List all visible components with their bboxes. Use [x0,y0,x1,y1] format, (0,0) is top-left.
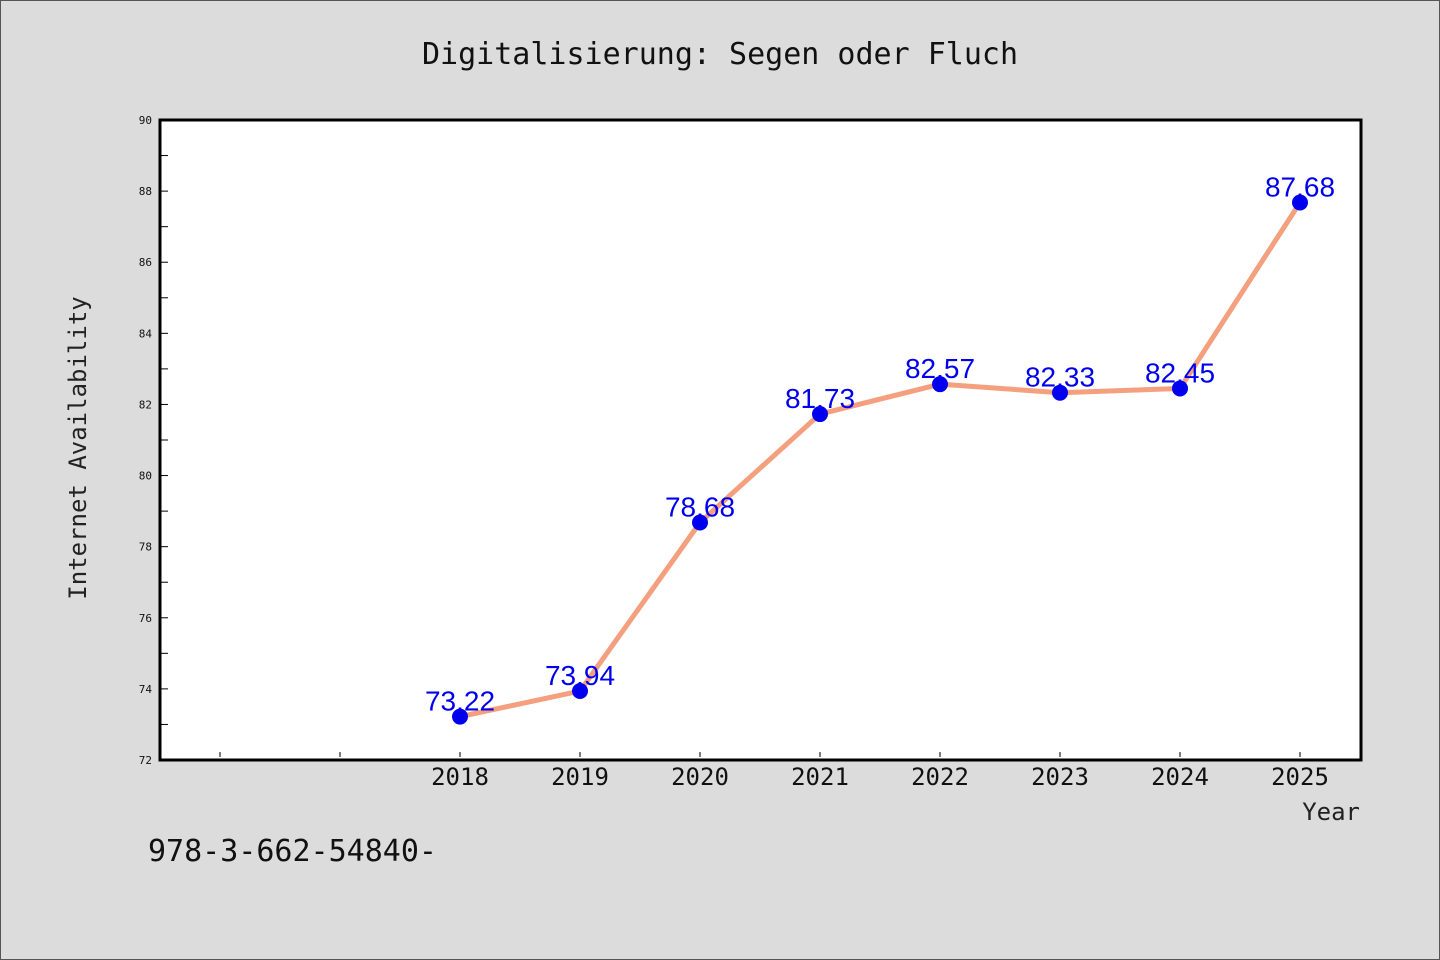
data-label: 78.68 [665,491,735,522]
x-tick-label: 2021 [791,763,849,791]
isbn-text: 978-3-662-54840- [148,834,437,869]
x-tick-label: 2018 [431,763,489,791]
data-point [1292,194,1308,211]
y-tick-label: 76 [139,612,152,625]
data-point [932,376,948,393]
y-tick-label: 72 [139,754,152,767]
x-tick-label: 2025 [1271,763,1329,791]
series-layer: 73.22 73.94 78.68 81.73 82.57 82.33 82.45 87.68 [425,171,1335,725]
x-axis: 2018 2019 2020 2021 2022 2023 2024 2025 [219,752,1329,791]
y-tick-label: 78 [139,541,152,554]
x-tick-label: 2019 [551,763,609,791]
data-label: 82.45 [1145,357,1215,388]
data-point [812,406,828,423]
x-tick-label: 2023 [1031,763,1089,791]
x-tick-label: 2020 [671,763,729,791]
x-tick-label: 2024 [1151,763,1209,791]
y-tick-label: 80 [139,470,152,483]
data-point [452,708,468,725]
chart-title: Digitalisierung: Segen oder Fluch [422,37,1018,72]
data-label: 82.33 [1025,362,1095,393]
data-label: 73.22 [425,686,495,717]
y-tick-label: 88 [139,185,152,198]
data-point [692,514,708,531]
data-point [1172,380,1188,397]
y-tick-label: 74 [139,683,153,696]
data-label: 87.68 [1265,171,1335,202]
series-line [457,199,1303,720]
plot-area [158,118,1363,762]
y-tick-label: 90 [139,114,152,127]
y-axis: 72 74 76 78 80 82 84 86 88 90 [139,114,168,767]
y-tick-label: 86 [139,256,152,269]
y-axis-label: Internet Availability [64,296,92,599]
data-point [572,683,588,700]
x-axis-label: Year [1302,798,1360,826]
data-label: 73.94 [545,660,615,691]
y-tick-label: 82 [139,398,152,411]
data-point [1052,384,1068,401]
data-label: 81.73 [785,383,855,414]
y-tick-label: 84 [139,327,153,340]
data-label: 82.57 [905,353,975,384]
x-tick-label: 2022 [911,763,969,791]
